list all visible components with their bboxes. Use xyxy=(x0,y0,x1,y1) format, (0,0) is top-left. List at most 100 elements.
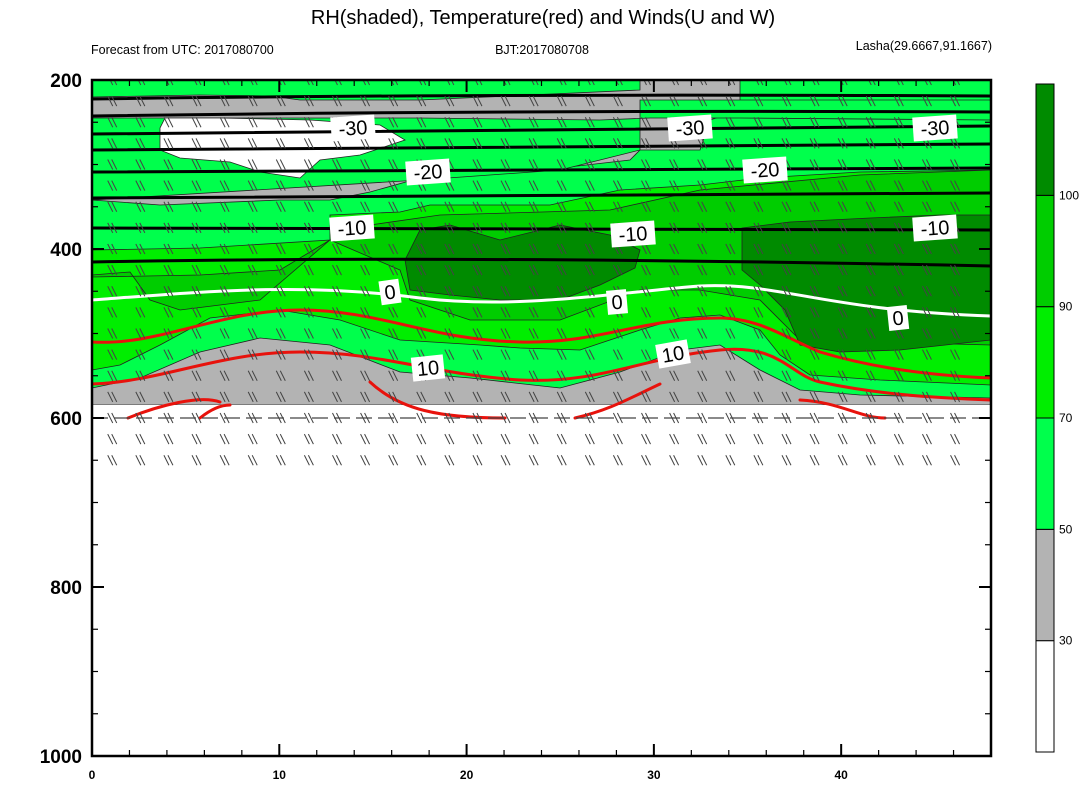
wind-barb xyxy=(584,180,595,191)
wind-barb xyxy=(163,328,174,339)
isotherm-black xyxy=(92,93,991,101)
wind-barb xyxy=(781,391,792,403)
wind-barb xyxy=(472,117,483,128)
x-tick-label: 30 xyxy=(647,768,661,782)
wind-barb xyxy=(444,349,455,360)
contour-label: -20 xyxy=(405,158,451,186)
wind-barb xyxy=(528,455,539,466)
wind-barb xyxy=(809,455,820,466)
wind-barb xyxy=(388,159,399,170)
wind-barb xyxy=(135,328,146,339)
isotherms xyxy=(92,93,991,420)
wind-barb xyxy=(191,222,202,234)
wind-barb xyxy=(250,80,258,86)
wind-barb xyxy=(725,412,736,424)
wind-barb xyxy=(360,307,371,318)
wind-barb xyxy=(444,264,455,276)
wind-barb xyxy=(416,433,427,445)
wind-barb xyxy=(922,243,932,255)
wind-barb xyxy=(360,138,371,149)
wind-barb xyxy=(247,201,258,212)
wind-barb xyxy=(669,180,680,191)
wind-barb xyxy=(388,391,399,403)
wind-barb xyxy=(191,138,202,149)
wind-barb xyxy=(893,138,904,149)
isotherm-black xyxy=(92,142,991,152)
wind-barb xyxy=(474,80,483,86)
wind-barb xyxy=(781,180,792,191)
wind-barb xyxy=(697,307,708,318)
wind-barb xyxy=(753,138,764,149)
wind-barb xyxy=(753,412,764,424)
wind-barb xyxy=(612,349,623,360)
wind-barb xyxy=(837,159,848,170)
wind-barb xyxy=(893,433,904,445)
wind-barb xyxy=(950,138,960,149)
wind-barb xyxy=(163,307,174,318)
axis-ticks xyxy=(91,79,991,757)
wind-barb xyxy=(275,412,286,424)
wind-barb xyxy=(444,455,455,466)
svg-text:-10: -10 xyxy=(920,217,950,241)
wind-barb xyxy=(219,370,230,381)
wind-barb xyxy=(388,412,399,424)
wind-barb xyxy=(388,222,399,234)
wind-barb xyxy=(753,264,764,276)
svg-text:-10: -10 xyxy=(337,217,367,241)
wind-barb xyxy=(950,201,960,212)
wind-barb xyxy=(500,180,511,191)
wind-barb xyxy=(247,349,258,360)
wind-barb xyxy=(247,307,258,318)
wind-barb xyxy=(107,391,118,403)
wind-barb xyxy=(837,180,848,191)
wind-barb xyxy=(781,264,792,276)
wind-barb xyxy=(360,391,371,403)
wind-barb xyxy=(107,138,118,149)
wind-barb xyxy=(753,201,764,212)
isotherm-warm xyxy=(92,308,991,380)
wind-barb xyxy=(809,307,820,318)
wind-barb xyxy=(893,222,904,234)
wind-barb xyxy=(865,349,876,360)
contour-label: -10 xyxy=(610,220,656,248)
wind-barb xyxy=(416,328,427,339)
wind-barb xyxy=(697,138,708,149)
wind-barb xyxy=(725,180,736,191)
wind-barb xyxy=(893,159,904,170)
wind-barb xyxy=(219,201,230,212)
svg-text:0: 0 xyxy=(383,281,397,304)
terrain-mask xyxy=(92,405,991,756)
wind-barb xyxy=(753,307,764,318)
wind-barb xyxy=(809,286,820,297)
colorbar-label: 90 xyxy=(1059,300,1073,314)
colorbar-swatch xyxy=(1035,83,1055,196)
wind-barb xyxy=(725,138,736,149)
wind-barb xyxy=(669,370,680,381)
wind-barb xyxy=(135,180,146,191)
wind-barb xyxy=(725,286,736,297)
wind-barb xyxy=(893,349,904,360)
wind-barb xyxy=(699,80,708,86)
wind-barb xyxy=(893,117,904,128)
wind-barb xyxy=(865,201,876,212)
wind-barb xyxy=(781,243,792,255)
wind-barb xyxy=(388,349,399,360)
wind-barb xyxy=(444,433,455,445)
wind-barb xyxy=(697,222,708,234)
wind-barb xyxy=(219,264,230,276)
wind-barb xyxy=(922,391,932,403)
rh-shading xyxy=(92,80,991,756)
wind-barb xyxy=(781,455,792,466)
wind-barb xyxy=(444,412,455,424)
wind-barb xyxy=(556,138,567,149)
wind-barb xyxy=(865,328,876,339)
wind-barb xyxy=(163,159,174,170)
wind-barb xyxy=(669,264,680,276)
wind-barb xyxy=(472,370,483,381)
wind-barb xyxy=(865,117,876,128)
wind-barb xyxy=(697,264,708,276)
wind-barb xyxy=(612,138,623,149)
wind-barb xyxy=(812,80,820,86)
wind-barb xyxy=(416,264,427,276)
